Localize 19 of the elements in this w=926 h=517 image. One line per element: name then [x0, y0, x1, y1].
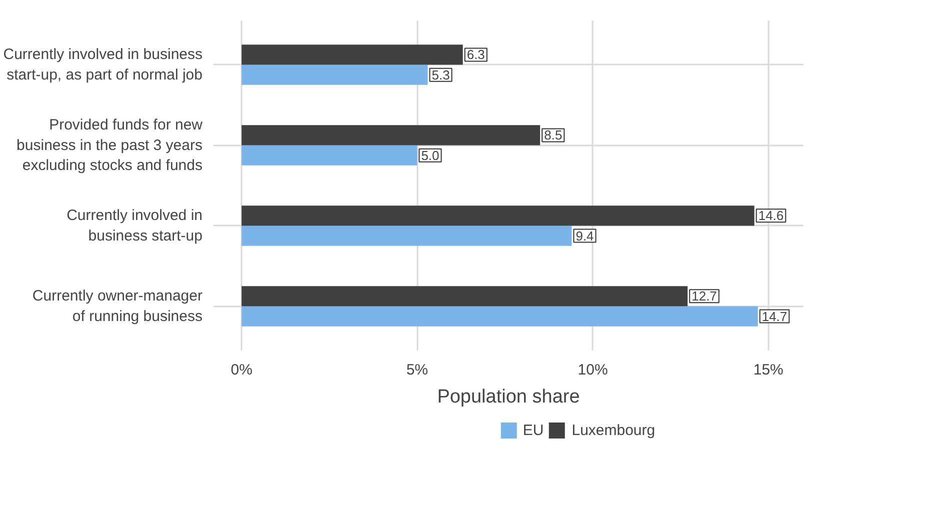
x-tick-label: 0% [230, 362, 252, 378]
data-label: 14.7 [762, 308, 788, 324]
data-label: 12.7 [692, 288, 717, 304]
x-tick-label: 5% [406, 362, 428, 378]
data-label: 5.3 [432, 67, 450, 82]
y-tick-label: Provided funds for new business in the past 3 years excluding stocks and funds [16, 116, 203, 174]
y-tick-label: Currently owner-manager of running business [32, 288, 203, 325]
x-tick-label: 10% [578, 362, 608, 378]
x-tick-label: 15% [753, 362, 784, 378]
legend-label: Luxembourg [572, 422, 656, 438]
data-label: 6.3 [466, 47, 485, 62]
data-label: 14.6 [758, 208, 784, 224]
x-axis-title: Population share [437, 386, 580, 408]
legend-label: EU [522, 422, 544, 438]
data-label: 5.0 [421, 148, 440, 163]
data-label: 8.5 [544, 128, 562, 143]
data-label: 9.4 [576, 228, 594, 244]
y-tick-label: Currently involved in business start-up [66, 207, 203, 244]
y-tick-label: Currently involved in business start-up, as part of normal job [3, 46, 203, 84]
